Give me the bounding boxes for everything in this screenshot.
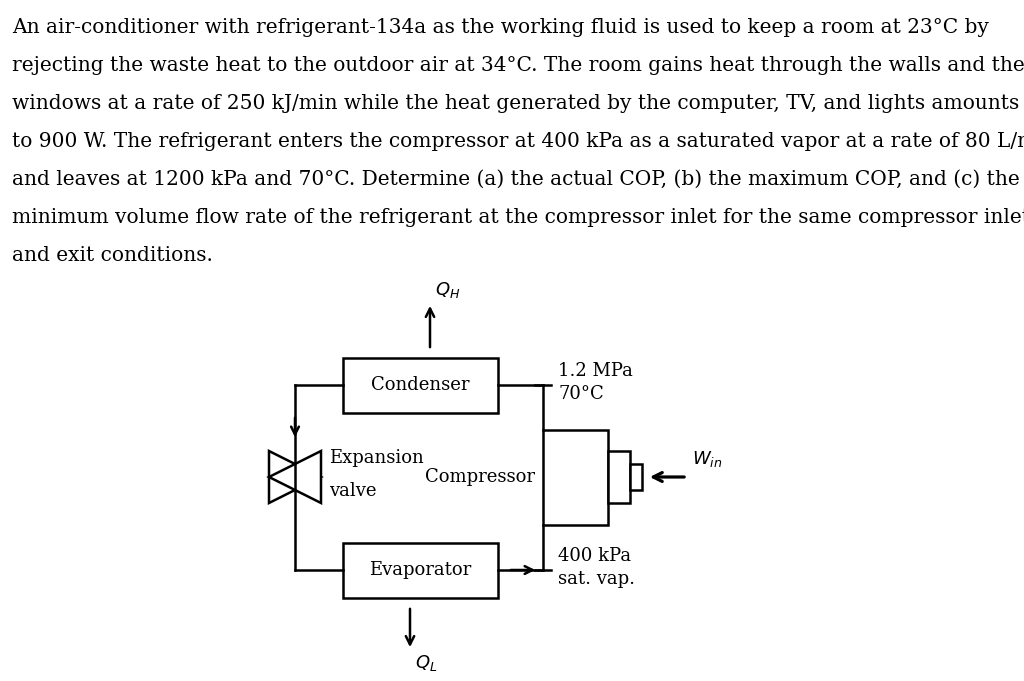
Bar [543, 430, 608, 525]
Text: and exit conditions.: and exit conditions. [12, 246, 213, 265]
Text: 70°C: 70°C [558, 385, 604, 403]
Bar [608, 451, 630, 503]
Text: 400 kPa: 400 kPa [558, 547, 631, 565]
Text: $Q_L$: $Q_L$ [415, 653, 437, 673]
Text: sat. vap.: sat. vap. [558, 570, 635, 588]
Text: windows at a rate of 250 kJ/min while the heat generated by the computer, TV, an: windows at a rate of 250 kJ/min while th… [12, 94, 1019, 113]
Text: An air-conditioner with refrigerant-134a as the working fluid is used to keep a : An air-conditioner with refrigerant-134a… [12, 18, 989, 37]
Text: $Q_H$: $Q_H$ [435, 280, 461, 300]
Text: 1.2 MPa: 1.2 MPa [558, 362, 633, 380]
Polygon shape [269, 451, 321, 503]
Bar [343, 543, 498, 598]
Text: Condenser: Condenser [371, 376, 469, 394]
Text: valve: valve [329, 482, 377, 500]
Text: rejecting the waste heat to the outdoor air at 34°C. The room gains heat through: rejecting the waste heat to the outdoor … [12, 56, 1024, 75]
Text: $W_{in}$: $W_{in}$ [692, 449, 723, 469]
Text: to 900 W. The refrigerant enters the compressor at 400 kPa as a saturated vapor : to 900 W. The refrigerant enters the com… [12, 132, 1024, 151]
Polygon shape [269, 451, 321, 503]
Text: minimum volume flow rate of the refrigerant at the compressor inlet for the same: minimum volume flow rate of the refriger… [12, 208, 1024, 227]
Text: and leaves at 1200 kPa and 70°C. Determine (a) the actual COP, (b) the maximum C: and leaves at 1200 kPa and 70°C. Determi… [12, 170, 1020, 189]
Bar [630, 464, 642, 490]
Text: Evaporator: Evaporator [369, 561, 471, 579]
Text: Compressor: Compressor [425, 468, 535, 486]
Bar [343, 358, 498, 413]
Text: Expansion: Expansion [329, 449, 424, 467]
